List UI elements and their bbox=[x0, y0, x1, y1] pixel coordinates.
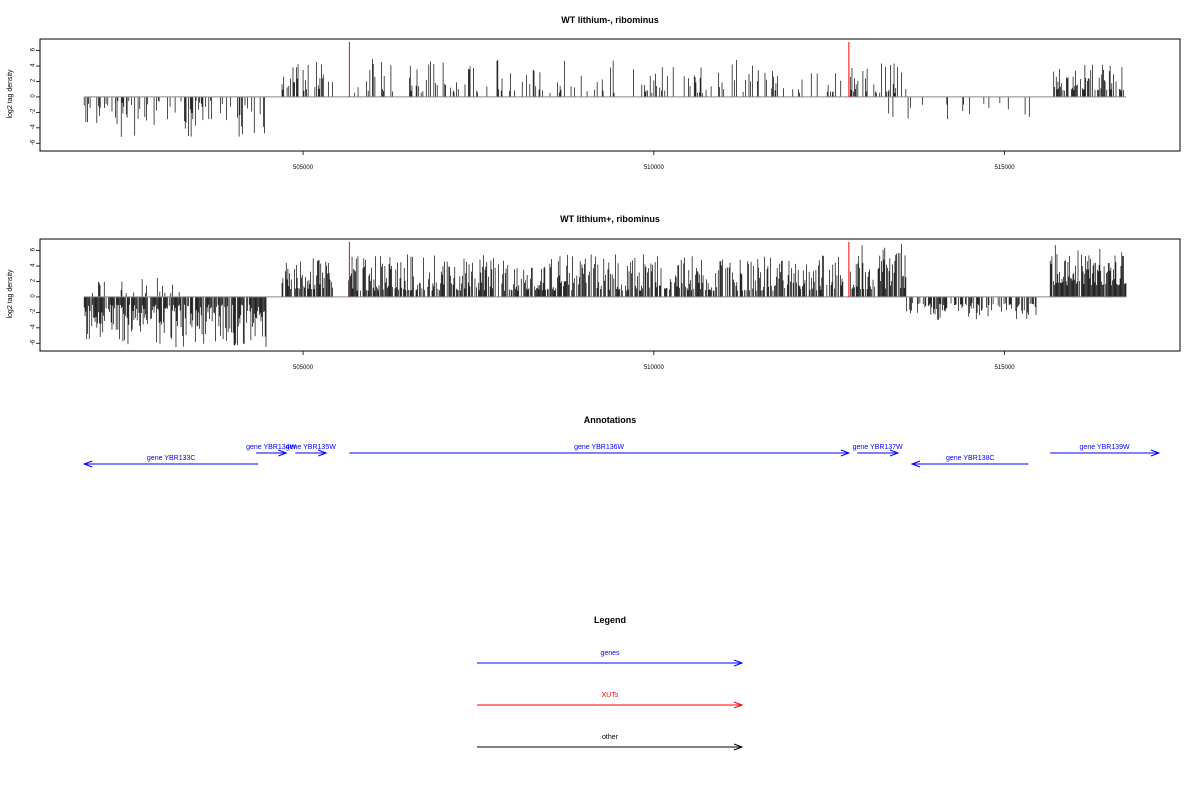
legend-label: other bbox=[602, 734, 619, 741]
legend-item: genes bbox=[477, 650, 744, 667]
panel2-x-axis: 505000 510000 515000 bbox=[293, 351, 1015, 371]
gene-arrow: gene YBR135W bbox=[286, 444, 336, 457]
gene-arrow-head bbox=[910, 460, 921, 468]
gene-arrow: gene YBR136W bbox=[349, 444, 851, 457]
gene-arrow: gene YBR138C bbox=[910, 455, 1029, 468]
y-tick-label: -4 bbox=[31, 324, 37, 330]
gene-label: gene YBR139W bbox=[1080, 444, 1130, 451]
y-tick-label: 2 bbox=[31, 78, 37, 82]
panel1-bars bbox=[83, 42, 1126, 137]
gene-label: gene YBR135W bbox=[286, 444, 336, 451]
legend-arrow-head bbox=[733, 659, 744, 667]
panel2-plot-box bbox=[39, 238, 1181, 352]
panel-lithium-minus: WT lithium-, ribominus log2 tag density … bbox=[7, 15, 1181, 171]
gene-arrow: gene YBR139W bbox=[1050, 444, 1161, 457]
y-tick-label: 4 bbox=[31, 263, 37, 267]
gene-label: gene YBR134W bbox=[246, 444, 296, 451]
y-tick-label: 6 bbox=[31, 47, 37, 51]
x-tick-label: 510000 bbox=[644, 365, 665, 371]
y-tick-label: 2 bbox=[31, 278, 37, 282]
gene-arrow-head bbox=[318, 449, 328, 457]
legend-title: Legend bbox=[594, 615, 626, 625]
y-tick-label: -2 bbox=[31, 308, 37, 314]
x-tick-label: 515000 bbox=[995, 365, 1016, 371]
annotations-title: Annotations bbox=[584, 415, 637, 425]
legend-item: other bbox=[477, 734, 744, 751]
gene-arrow-head bbox=[278, 449, 288, 457]
gene-arrow-head bbox=[82, 460, 93, 468]
gene-arrow-head bbox=[840, 449, 851, 457]
legend-label: genes bbox=[600, 650, 620, 657]
gene-label: gene YBR137W bbox=[853, 444, 903, 451]
panel-lithium-plus: WT lithium+, ribominus log2 tag density … bbox=[7, 214, 1181, 371]
gene-arrow: gene YBR133C bbox=[82, 455, 259, 468]
y-tick-label: 0 bbox=[31, 94, 37, 98]
panel2-title: WT lithium+, ribominus bbox=[560, 214, 660, 224]
panel2-y-axis: -6 -4 -2 0 2 4 6 bbox=[31, 247, 40, 345]
panel2-ylabel: log2 tag density bbox=[7, 269, 14, 319]
legend-label: XUTs bbox=[602, 692, 619, 699]
x-tick-label: 515000 bbox=[995, 165, 1016, 171]
gene-arrow: gene YBR137W bbox=[853, 444, 903, 457]
y-tick-label: -4 bbox=[31, 124, 37, 130]
panel1-x-axis: 505000 510000 515000 bbox=[293, 151, 1015, 171]
y-tick-label: 6 bbox=[31, 247, 37, 251]
legend-arrow-head bbox=[733, 701, 744, 709]
panel1-y-axis: -6 -4 -2 0 2 4 6 bbox=[31, 47, 40, 145]
panel2-bars bbox=[83, 242, 1127, 348]
legend-item: XUTs bbox=[477, 692, 744, 709]
legend-items: genes XUTs other bbox=[477, 650, 744, 751]
gene-label: gene YBR133C bbox=[147, 455, 196, 462]
y-tick-label: -2 bbox=[31, 108, 37, 114]
y-tick-label: -6 bbox=[31, 339, 37, 345]
panel1-plot-box bbox=[39, 38, 1181, 152]
gene-label: gene YBR136W bbox=[574, 444, 624, 451]
x-tick-label: 505000 bbox=[293, 165, 314, 171]
x-tick-label: 505000 bbox=[293, 365, 314, 371]
legend-panel: Legend genes XUTs other bbox=[477, 615, 744, 751]
gene-arrow-head bbox=[1150, 449, 1161, 457]
panel1-title: WT lithium-, ribominus bbox=[561, 15, 659, 25]
y-tick-label: 0 bbox=[31, 294, 37, 298]
legend-arrow-head bbox=[733, 743, 744, 751]
gene-label: gene YBR138C bbox=[946, 455, 995, 462]
y-tick-label: -6 bbox=[31, 139, 37, 145]
gene-arrow: gene YBR134W bbox=[246, 444, 297, 457]
y-tick-label: 4 bbox=[31, 63, 37, 67]
gene-arrow-head bbox=[889, 449, 900, 457]
x-tick-label: 510000 bbox=[644, 165, 665, 171]
panel1-ylabel: log2 tag density bbox=[7, 69, 14, 119]
